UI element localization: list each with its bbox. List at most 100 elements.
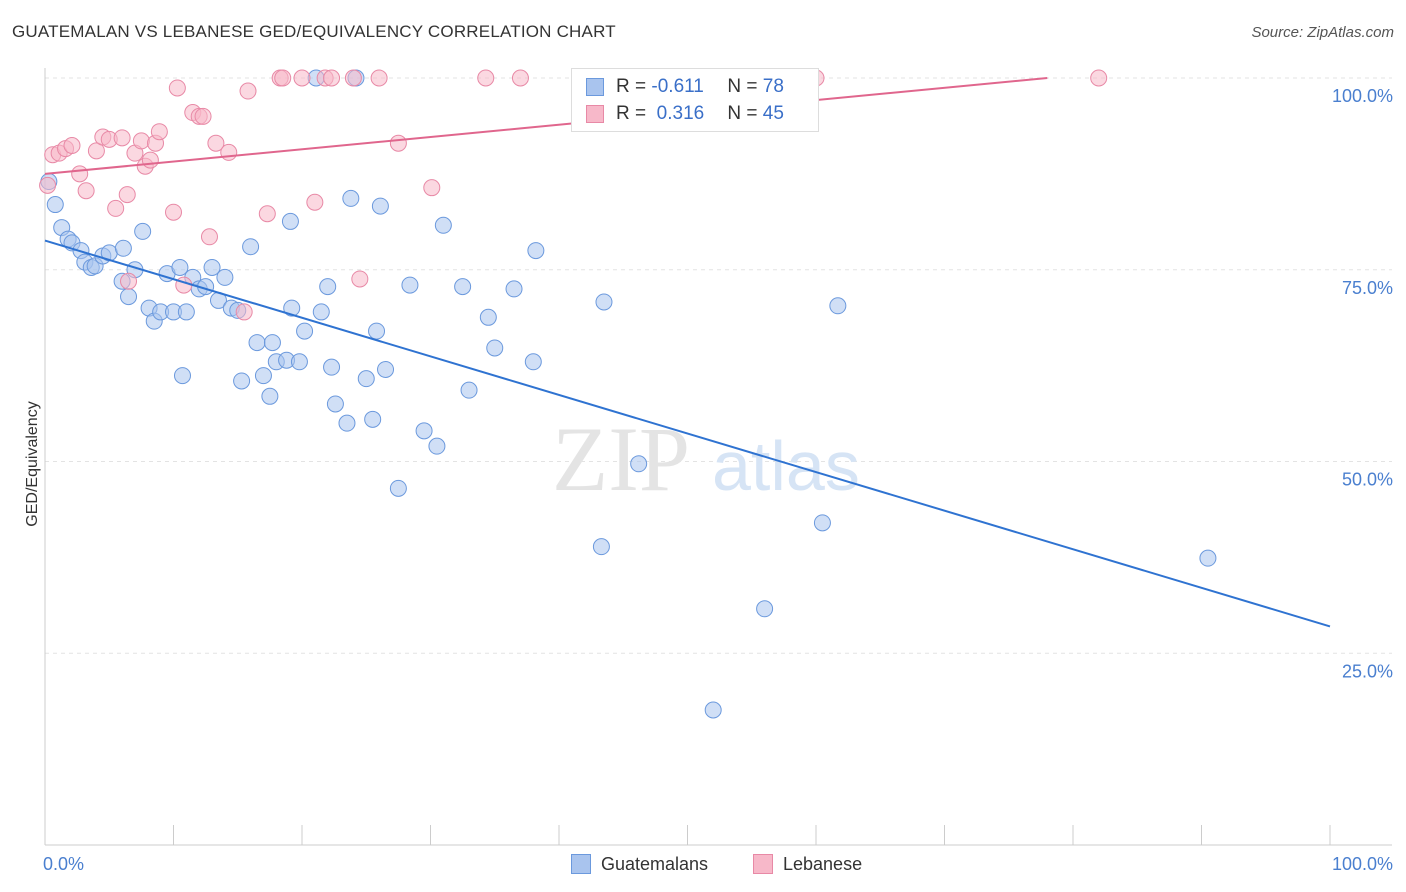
point-lebanese bbox=[344, 69, 362, 87]
point-guatemalans bbox=[233, 372, 251, 390]
point-guatemalans bbox=[323, 358, 341, 376]
axes bbox=[44, 68, 1392, 846]
bottom-legend-label: Lebanese bbox=[783, 853, 863, 874]
point-lebanese bbox=[71, 165, 89, 183]
legend-n-label: N = bbox=[727, 76, 758, 97]
bottom-legend-swatch-pink bbox=[753, 854, 773, 874]
legend-r-value: 0.316 bbox=[651, 103, 705, 124]
watermark-atlas: atlas bbox=[712, 427, 860, 505]
point-lebanese bbox=[63, 136, 81, 154]
point-guatemalans bbox=[290, 353, 308, 371]
point-lebanese bbox=[239, 82, 257, 100]
point-lebanese bbox=[323, 69, 341, 87]
point-guatemalans bbox=[460, 381, 478, 399]
point-guatemalans bbox=[120, 288, 138, 306]
point-guatemalans bbox=[326, 395, 344, 413]
point-guatemalans bbox=[338, 414, 356, 432]
point-lebanese bbox=[175, 276, 193, 294]
point-lebanese bbox=[477, 69, 495, 87]
chart-title: GUATEMALAN VS LEBANESE GED/EQUIVALENCY C… bbox=[12, 22, 616, 41]
point-guatemalans bbox=[254, 367, 272, 385]
point-guatemalans bbox=[171, 258, 189, 276]
legend-n-value: 45 bbox=[762, 103, 784, 124]
tick-labels: 25.0% 50.0% 75.0% 100.0% 0.0% 100.0% bbox=[43, 86, 1393, 874]
point-lebanese bbox=[107, 199, 125, 217]
point-guatemalans bbox=[283, 299, 301, 317]
point-guatemalans bbox=[261, 387, 279, 405]
point-guatemalans bbox=[203, 258, 221, 276]
point-lebanese bbox=[39, 176, 57, 194]
legend-row-lebanese: R = 0.316 N = 45 bbox=[586, 101, 784, 127]
point-guatemalans bbox=[389, 479, 407, 497]
point-lebanese bbox=[132, 132, 150, 150]
trend-lines bbox=[44, 77, 1331, 628]
point-guatemalans bbox=[454, 278, 472, 296]
point-lebanese bbox=[194, 107, 212, 125]
point-lebanese bbox=[389, 134, 407, 152]
legend-n-label: N = bbox=[727, 103, 758, 124]
point-lebanese bbox=[1090, 69, 1108, 87]
point-guatemalans bbox=[248, 334, 266, 352]
point-guatemalans bbox=[630, 455, 648, 473]
watermark-zip: ZIP bbox=[552, 408, 690, 510]
trend-line-guatemalans bbox=[44, 239, 1331, 628]
y-tick-label: 25.0% bbox=[1342, 661, 1393, 681]
point-guatemalans bbox=[479, 308, 497, 326]
point-lebanese bbox=[168, 79, 186, 97]
y-tick-label: 100.0% bbox=[1332, 86, 1393, 106]
bottom-legend-swatch-blue bbox=[571, 854, 591, 874]
point-guatemalans bbox=[242, 238, 260, 256]
point-guatemalans bbox=[342, 189, 360, 207]
source-label: Source: ZipAtlas.com bbox=[1251, 24, 1394, 41]
point-lebanese bbox=[235, 303, 253, 321]
trend-line-lebanese bbox=[44, 77, 1048, 175]
x-tick-label: 100.0% bbox=[1332, 854, 1393, 874]
point-guatemalans bbox=[281, 212, 299, 230]
grid-lines bbox=[45, 77, 1392, 654]
point-lebanese bbox=[87, 142, 105, 160]
point-guatemalans bbox=[401, 276, 419, 294]
point-lebanese bbox=[351, 270, 369, 288]
point-lebanese bbox=[220, 143, 238, 161]
point-lebanese bbox=[258, 205, 276, 223]
point-guatemalans bbox=[46, 196, 64, 214]
point-guatemalans bbox=[595, 293, 613, 311]
legend-r-label: R = bbox=[616, 76, 647, 97]
point-guatemalans bbox=[173, 367, 191, 385]
legend-n-value: 78 bbox=[762, 76, 784, 97]
point-guatemalans bbox=[434, 216, 452, 234]
point-lebanese bbox=[274, 69, 292, 87]
legend-r-value: -0.611 bbox=[651, 76, 704, 97]
point-guatemalans bbox=[505, 280, 523, 298]
point-guatemalans bbox=[368, 322, 386, 340]
legend: R = -0.611 N = 78 R = 0.316 N = 45 bbox=[571, 68, 819, 132]
legend-swatch-blue bbox=[586, 78, 604, 96]
point-guatemalans bbox=[704, 701, 722, 719]
point-guatemalans bbox=[486, 339, 504, 357]
point-guatemalans bbox=[357, 370, 375, 388]
point-guatemalans bbox=[296, 322, 314, 340]
legend-swatch-pink bbox=[586, 105, 604, 123]
bottom-legend-guatemalans: Guatemalans bbox=[571, 852, 708, 876]
point-guatemalans bbox=[524, 353, 542, 371]
watermark: ZIP atlas bbox=[552, 408, 860, 510]
point-guatemalans bbox=[428, 437, 446, 455]
point-guatemalans bbox=[216, 268, 234, 286]
bottom-legend-label: Guatemalans bbox=[601, 853, 709, 874]
y-tick-label: 50.0% bbox=[1342, 470, 1393, 490]
point-guatemalans bbox=[319, 278, 337, 296]
point-guatemalans bbox=[829, 297, 847, 315]
point-lebanese bbox=[118, 186, 136, 204]
point-guatemalans bbox=[114, 239, 132, 257]
point-guatemalans bbox=[813, 514, 831, 532]
point-guatemalans bbox=[312, 303, 330, 321]
point-lebanese bbox=[120, 272, 138, 290]
point-lebanese bbox=[207, 134, 225, 152]
point-guatemalans bbox=[377, 360, 395, 378]
point-guatemalans bbox=[756, 600, 774, 618]
point-lebanese bbox=[113, 129, 131, 147]
point-guatemalans bbox=[1199, 549, 1217, 567]
point-lebanese bbox=[141, 151, 159, 169]
point-guatemalans bbox=[177, 303, 195, 321]
